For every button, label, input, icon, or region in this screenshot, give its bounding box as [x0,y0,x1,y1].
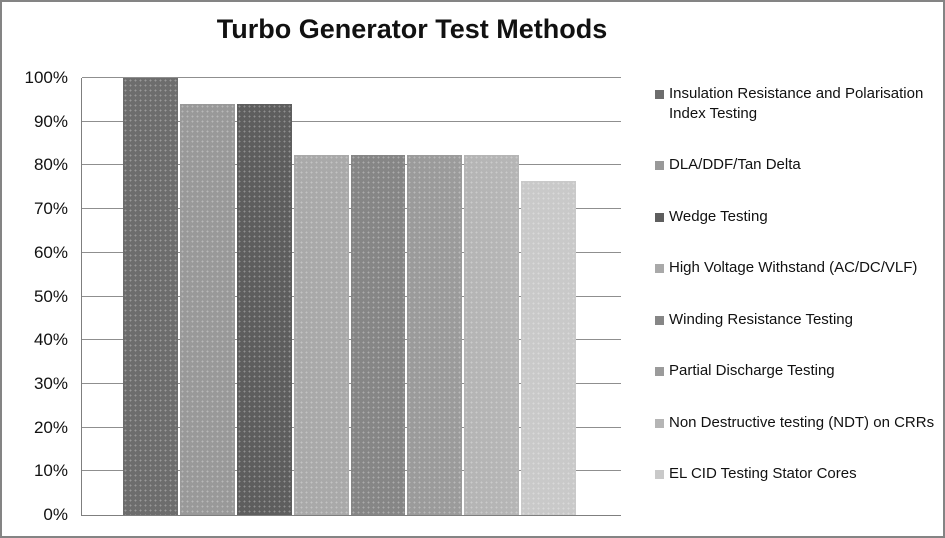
legend-item: High Voltage Withstand (AC/DC/VLF) [655,258,941,278]
y-axis-label: 50% [33,286,68,306]
legend-item-label: Partial Discharge Testing [669,362,835,380]
legend-color-swatch-icon [655,367,664,377]
y-axis: 0% 10% 20% 30% 40% 50% 60% 70% 80% 90% 100% [2,68,68,524]
y-axis-label: 100% [24,68,68,87]
legend-item-label: Wedge Testing [669,207,768,225]
y-axis-label: 10% [33,461,68,481]
gridline [82,77,621,78]
legend-item-label: DLA/DDF/Tan Delta [669,156,801,174]
y-axis-label: 90% [33,111,68,131]
bar [123,78,178,515]
bar-series [123,78,576,515]
legend-color-swatch-icon [655,161,664,171]
gridline [82,120,621,122]
bar [179,103,235,515]
legend-item: Insulation Resistance and Polarisation I… [655,84,941,124]
legend-item: DLA/DDF/Tan Delta [655,155,941,175]
legend-item: Wedge Testing [655,207,941,227]
bar [464,154,520,515]
legend-color-swatch-icon [655,264,664,274]
bar [521,180,576,515]
legend-color-swatch-icon [655,212,664,222]
legend-color-swatch-icon [655,315,664,325]
legend-item-label: EL CID Testing Stator Cores [669,464,857,482]
bar [350,154,406,515]
legend-item-label: Winding Resistance Testing [669,310,853,328]
bar [293,154,349,515]
bar [236,103,292,515]
legend-item: Partial Discharge Testing [655,361,941,381]
legend-item: Non Destructive testing (NDT) on CRRs [655,413,941,433]
y-axis-label: 30% [33,373,68,393]
bar [407,154,463,515]
legend-item-label: Non Destructive testing (NDT) on CRRs [669,413,935,431]
legend-color-swatch-icon [655,418,664,428]
y-axis-label: 40% [33,330,68,350]
y-axis-label: 20% [33,417,68,437]
legend-item: Winding Resistance Testing [655,310,941,330]
chart-title: Turbo Generator Test Methods [216,14,608,44]
y-axis-label: 70% [33,199,68,219]
legend-item-label: High Voltage Withstand (AC/DC/VLF) [669,259,918,277]
legend-color-swatch-icon [655,90,664,99]
plot-area [81,77,621,516]
legend: Insulation Resistance and Polarisation I… [655,84,941,484]
legend-color-swatch-icon [655,469,664,479]
y-axis-label: 0% [43,505,68,524]
legend-item: EL CID Testing Stator Cores [655,464,941,484]
y-axis-label: 80% [33,155,68,175]
legend-item-label: Insulation Resistance and Polarisation I… [669,85,924,122]
y-axis-label: 60% [33,242,68,262]
